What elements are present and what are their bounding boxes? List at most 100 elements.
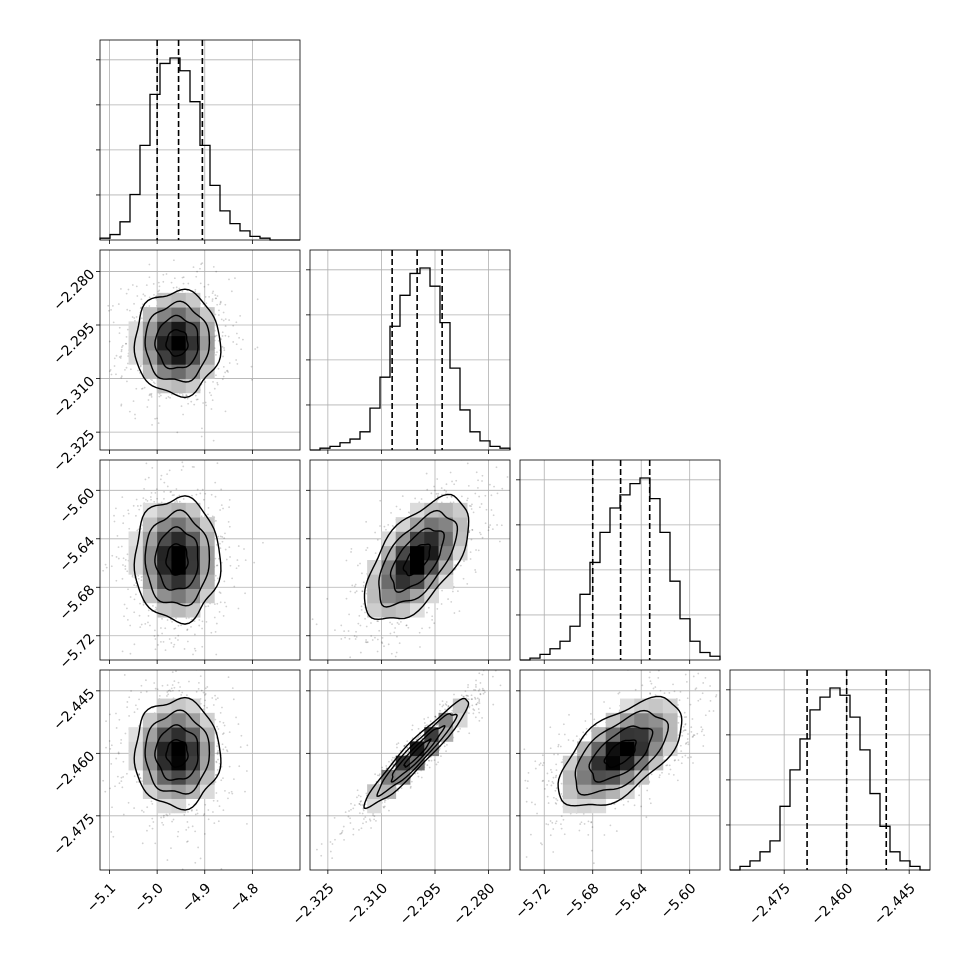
density-bin: [157, 531, 172, 547]
scatter-point: [462, 695, 465, 698]
density-bin: [157, 321, 172, 337]
scatter-point: [541, 780, 544, 783]
scatter-point: [427, 606, 430, 609]
scatter-point: [200, 435, 203, 438]
scatter-point: [154, 609, 157, 611]
scatter-point: [183, 814, 186, 816]
scatter-point: [216, 303, 219, 306]
scatter-point: [191, 465, 194, 468]
scatter-point: [560, 823, 562, 826]
scatter-point: [215, 374, 217, 377]
density-bin: [438, 574, 454, 589]
scatter-point: [219, 542, 221, 545]
scatter-point: [348, 613, 350, 616]
contour-line: [133, 495, 222, 625]
density-bin: [128, 531, 144, 547]
scatter-point: [144, 622, 147, 625]
scatter-point: [389, 632, 392, 635]
scatter-point: [188, 803, 190, 806]
scatter-point: [234, 277, 236, 280]
density-bin: [410, 545, 425, 561]
scatter-point: [441, 700, 444, 703]
scatter-point: [436, 723, 439, 725]
scatter-point: [479, 693, 482, 695]
density-bin: [171, 531, 187, 547]
panel-frame: [99, 459, 301, 661]
scatter-point: [164, 627, 167, 630]
scatter-point: [122, 514, 125, 517]
contour-line: [165, 738, 189, 768]
scatter-point: [223, 580, 226, 583]
scatter-point: [534, 767, 537, 770]
scatter-point: [87, 784, 89, 786]
scatter-point: [210, 631, 213, 634]
scatter-point: [138, 773, 141, 776]
scatter-point: [138, 772, 141, 775]
scatter-point: [471, 704, 474, 707]
scatter-point: [396, 746, 398, 749]
scatter-point: [518, 798, 520, 800]
scatter-point: [199, 857, 202, 860]
contour-line: [390, 725, 446, 783]
scatter-point: [222, 365, 225, 368]
scatter-point: [129, 596, 132, 598]
scatter-point: [214, 297, 217, 300]
scatter-point: [228, 362, 231, 364]
scatter-point: [465, 694, 468, 697]
scatter-point: [416, 772, 419, 775]
scatter-point: [359, 800, 362, 803]
scatter-point: [447, 598, 449, 600]
scatter-point: [451, 709, 454, 712]
scatter-point: [459, 564, 462, 567]
scatter-point: [555, 787, 558, 790]
scatter-point: [108, 740, 111, 742]
scatter-point: [135, 584, 138, 587]
scatter-point: [466, 497, 469, 500]
scatter-point: [124, 732, 127, 735]
scatter-point: [131, 575, 134, 578]
scatter-point: [343, 630, 346, 633]
scatter-point: [383, 806, 385, 809]
scatter-point: [395, 743, 398, 746]
scatter-point: [151, 817, 154, 820]
scatter-point: [244, 559, 247, 562]
scatter-point: [126, 570, 129, 573]
scatter-point: [714, 695, 717, 698]
scatter-point: [462, 577, 465, 580]
scatter-point: [320, 854, 323, 857]
scatter-point: [200, 263, 203, 266]
scatter-point: [133, 611, 136, 614]
scatter-point: [173, 494, 175, 496]
density-bin: [410, 755, 425, 771]
scatter-point: [216, 462, 219, 465]
scatter-point: [150, 800, 153, 803]
scatter-point: [450, 495, 453, 498]
scatter-point: [186, 841, 188, 843]
scatter-point: [228, 319, 231, 321]
scatter-point: [251, 378, 253, 381]
scatter-point: [341, 831, 343, 834]
panel-background: [730, 670, 930, 870]
scatter-point: [137, 369, 139, 372]
scatter-point: [171, 494, 174, 497]
scatter-point: [163, 481, 166, 484]
scatter-point: [431, 618, 434, 621]
scatter-point: [211, 515, 214, 518]
scatter-point: [237, 565, 240, 567]
scatter-point: [665, 764, 668, 767]
scatter-point: [362, 808, 365, 810]
scatter-point: [444, 703, 447, 705]
scatter-point: [180, 405, 183, 408]
scatter-point: [147, 615, 150, 617]
scatter-point: [492, 514, 495, 517]
scatter-point: [212, 439, 215, 442]
scatter-point: [475, 549, 477, 551]
scatter-point: [159, 394, 162, 397]
scatter-point: [471, 503, 473, 506]
scatter-point: [151, 827, 154, 830]
scatter-point: [215, 564, 218, 567]
scatter-point: [649, 693, 652, 695]
scatter-point: [484, 522, 487, 525]
scatter-point: [114, 785, 116, 788]
scatter-point: [188, 680, 190, 683]
